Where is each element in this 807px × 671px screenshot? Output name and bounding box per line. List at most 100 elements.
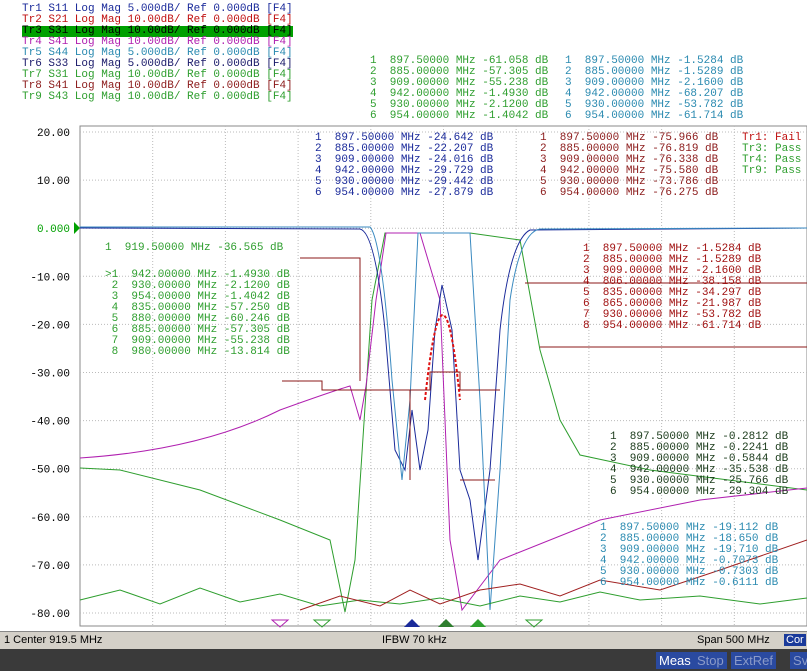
marker-readout: 7 930.00000 MHz -53.782 dB <box>583 309 762 321</box>
trace <box>80 226 807 611</box>
trace-entry: Tr3 S31 Log Mag 10.00dB/ Ref 0.000dB [F4… <box>22 25 293 37</box>
trace-entry: Tr1 S11 Log Mag 5.000dB/ Ref 0.000dB [F4… <box>22 3 293 15</box>
marker-readout: 4 942.00000 MHz -1.4930 dB <box>370 88 549 100</box>
plot: 20.00 10.00 0.000 -10.00 -20.00 -30.00 -40.00 -… <box>30 125 807 628</box>
bottom-button[interactable]: Meas <box>656 652 694 669</box>
y-axis: 20.00 10.00 0.000 -10.00 -20.00 -30.00 -40.00 -… <box>30 128 70 621</box>
marker-readout: 3 909.00000 MHz -2.1600 dB <box>565 77 744 89</box>
marker-readout: 7 909.00000 MHz -55.238 dB <box>105 335 290 347</box>
y-axis-label: -60.00 <box>30 513 70 525</box>
marker-readout: 6 865.00000 MHz -21.987 dB <box>583 298 762 310</box>
status-bar: 1 Center 919.5 MHz IFBW 70 kHz Span 500 … <box>0 631 807 649</box>
bottom-button[interactable]: Stop <box>694 652 727 669</box>
marker-readout: 4 942.00000 MHz -68.207 dB <box>565 88 744 100</box>
y-axis-label: -40.00 <box>30 417 70 429</box>
marker-triangle <box>470 619 486 627</box>
trace <box>79 232 807 612</box>
marker-readout: 3 954.00000 MHz -1.4042 dB <box>105 291 290 303</box>
stimulus-markers <box>270 619 544 628</box>
noise-trace <box>299 539 807 611</box>
marker-readout: 1 897.50000 MHz -61.058 dB <box>370 55 549 67</box>
limit-result: Tr4: Pass <box>742 154 802 166</box>
span: Span 500 MHz <box>697 634 770 646</box>
y-axis-label: 10.00 <box>37 176 70 188</box>
trace-entry: Tr5 S44 Log Mag 5.000dB/ Ref 0.000dB [F4… <box>22 47 293 59</box>
marker-readout: 5 930.00000 MHz -0.7303 dB <box>600 566 779 578</box>
marker-readout: 5 835.00000 MHz -34.297 dB <box>583 287 762 299</box>
trace-entry: Tr6 S33 Log Mag 5.000dB/ Ref 0.000dB [F4… <box>22 58 293 70</box>
marker-readout: 2 885.00000 MHz -1.5289 dB <box>565 66 744 78</box>
marker-readout: 1 897.50000 MHz -24.642 dB <box>315 132 494 144</box>
grid <box>80 126 807 626</box>
marker-readout: 5 880.00000 MHz -60.246 dB <box>105 313 290 325</box>
center: 1 Center 919.5 MHz <box>4 634 103 646</box>
limit-result: Tr9: Pass <box>742 165 802 177</box>
marker-readout: 1 897.50000 MHz -0.2812 dB <box>610 431 789 443</box>
marker-readout: 8 954.00000 MHz -61.714 dB <box>583 320 762 332</box>
marker-readout: 2 885.00000 MHz -76.819 dB <box>540 143 719 155</box>
marker-readout: 6 954.00000 MHz -0.6111 dB <box>600 577 779 589</box>
marker-readout: 5 930.00000 MHz -29.442 dB <box>315 176 494 188</box>
cor: Cor <box>784 634 806 646</box>
y-axis-label: 20.00 <box>37 128 70 140</box>
marker-readout: 2 885.00000 MHz -22.207 dB <box>315 143 494 155</box>
marker-readout: 6 954.00000 MHz -29.304 dB <box>610 486 789 498</box>
marker-readout: 3 909.00000 MHz -0.5844 dB <box>610 453 789 465</box>
bottom-button[interactable]: Sv <box>790 652 807 669</box>
marker-readout: 2 885.00000 MHz -18.650 dB <box>600 533 779 545</box>
marker-readout: 4 806.00000 MHz -38.158 dB <box>583 276 762 288</box>
marker-readout: 2 885.00000 MHz -57.305 dB <box>370 66 549 78</box>
bottom-bar: Meas Stop ExtRef Sv <box>0 649 807 671</box>
bottom-button[interactable]: ExtRef <box>731 652 777 669</box>
marker-triangle <box>524 619 544 628</box>
marker-readout: 2 885.00000 MHz -1.5289 dB <box>583 254 762 266</box>
marker-triangle <box>404 619 420 627</box>
marker-readout: 1 897.50000 MHz -75.966 dB <box>540 132 719 144</box>
limit-lines <box>282 257 807 481</box>
marker-readout: 5 930.00000 MHz -2.1200 dB <box>370 99 549 111</box>
marker-readout: 6 954.00000 MHz -27.879 dB <box>315 187 494 199</box>
trace <box>79 227 807 561</box>
marker-readout: 5 930.00000 MHz -73.786 dB <box>540 176 719 188</box>
marker-readout: 2 885.00000 MHz -0.2241 dB <box>610 442 789 454</box>
noise-trace <box>79 587 807 607</box>
marker-readout: 4 942.00000 MHz -75.580 dB <box>540 165 719 177</box>
marker-readout: 3 909.00000 MHz -76.338 dB <box>540 154 719 166</box>
marker-readout: 4 835.00000 MHz -57.250 dB <box>105 302 290 314</box>
marker-readout: 5 930.00000 MHz -25.766 dB <box>610 475 789 487</box>
marker-readout: 3 909.00000 MHz -24.016 dB <box>315 154 494 166</box>
trace-entry: Tr4 S41 Log Mag 10.00dB/ Ref 0.000dB [F4… <box>22 36 293 48</box>
y-axis-label: -20.00 <box>30 320 70 332</box>
trace-entry: Tr8 S41 Log Mag 10.00dB/ Ref 0.000dB [F4… <box>22 80 293 92</box>
trace-entry: Tr7 S31 Log Mag 10.00dB/ Ref 0.000dB [F4… <box>22 69 293 81</box>
marker-readout: 5 930.00000 MHz -53.782 dB <box>565 99 744 111</box>
marker-readout: 3 909.00000 MHz -19.710 dB <box>600 544 779 556</box>
marker-readout: 1 897.50000 MHz -1.5284 dB <box>583 243 762 255</box>
marker-triangle <box>270 619 290 628</box>
traces <box>79 226 807 613</box>
ifbw: IFBW 70 kHz <box>382 634 447 646</box>
trace-entry: Tr2 S21 Log Mag 10.00dB/ Ref 0.000dB [F4… <box>22 14 293 26</box>
marker-triangle <box>312 619 332 628</box>
trace <box>424 314 461 401</box>
trace <box>79 232 807 613</box>
marker-readout: 1 919.50000 MHz -36.565 dB <box>105 242 284 254</box>
y-axis-label: -10.00 <box>30 272 70 284</box>
marker-readout: 6 954.00000 MHz -61.714 dB <box>565 110 744 122</box>
y-axis-label: -30.00 <box>30 369 70 381</box>
marker-readout: 6 954.00000 MHz -76.275 dB <box>540 187 719 199</box>
limit-result: Tr1: Fail <box>742 132 802 144</box>
marker-readout: 3 909.00000 MHz -2.1600 dB <box>583 265 762 277</box>
ref-marker <box>74 222 80 234</box>
y-axis-label: 0.000 <box>37 224 70 236</box>
marker-triangle <box>438 619 454 627</box>
y-axis-label: -50.00 <box>30 465 70 477</box>
trace-entry: Tr9 S43 Log Mag 10.00dB/ Ref 0.000dB [F4… <box>22 91 293 103</box>
marker-readout: 6 885.00000 MHz -57.305 dB <box>105 324 290 336</box>
limit-result: Tr3: Pass <box>742 143 802 155</box>
marker-readout: 8 980.00000 MHz -13.814 dB <box>105 346 290 358</box>
marker-readout: 4 942.00000 MHz -29.729 dB <box>315 165 494 177</box>
marker-readout: 1 897.50000 MHz -1.5284 dB <box>565 55 744 67</box>
marker-readout: 1 897.50000 MHz -19.112 dB <box>600 522 779 534</box>
